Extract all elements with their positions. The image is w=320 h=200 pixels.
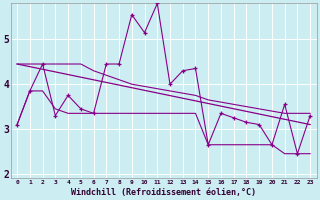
X-axis label: Windchill (Refroidissement éolien,°C): Windchill (Refroidissement éolien,°C): [71, 188, 256, 197]
